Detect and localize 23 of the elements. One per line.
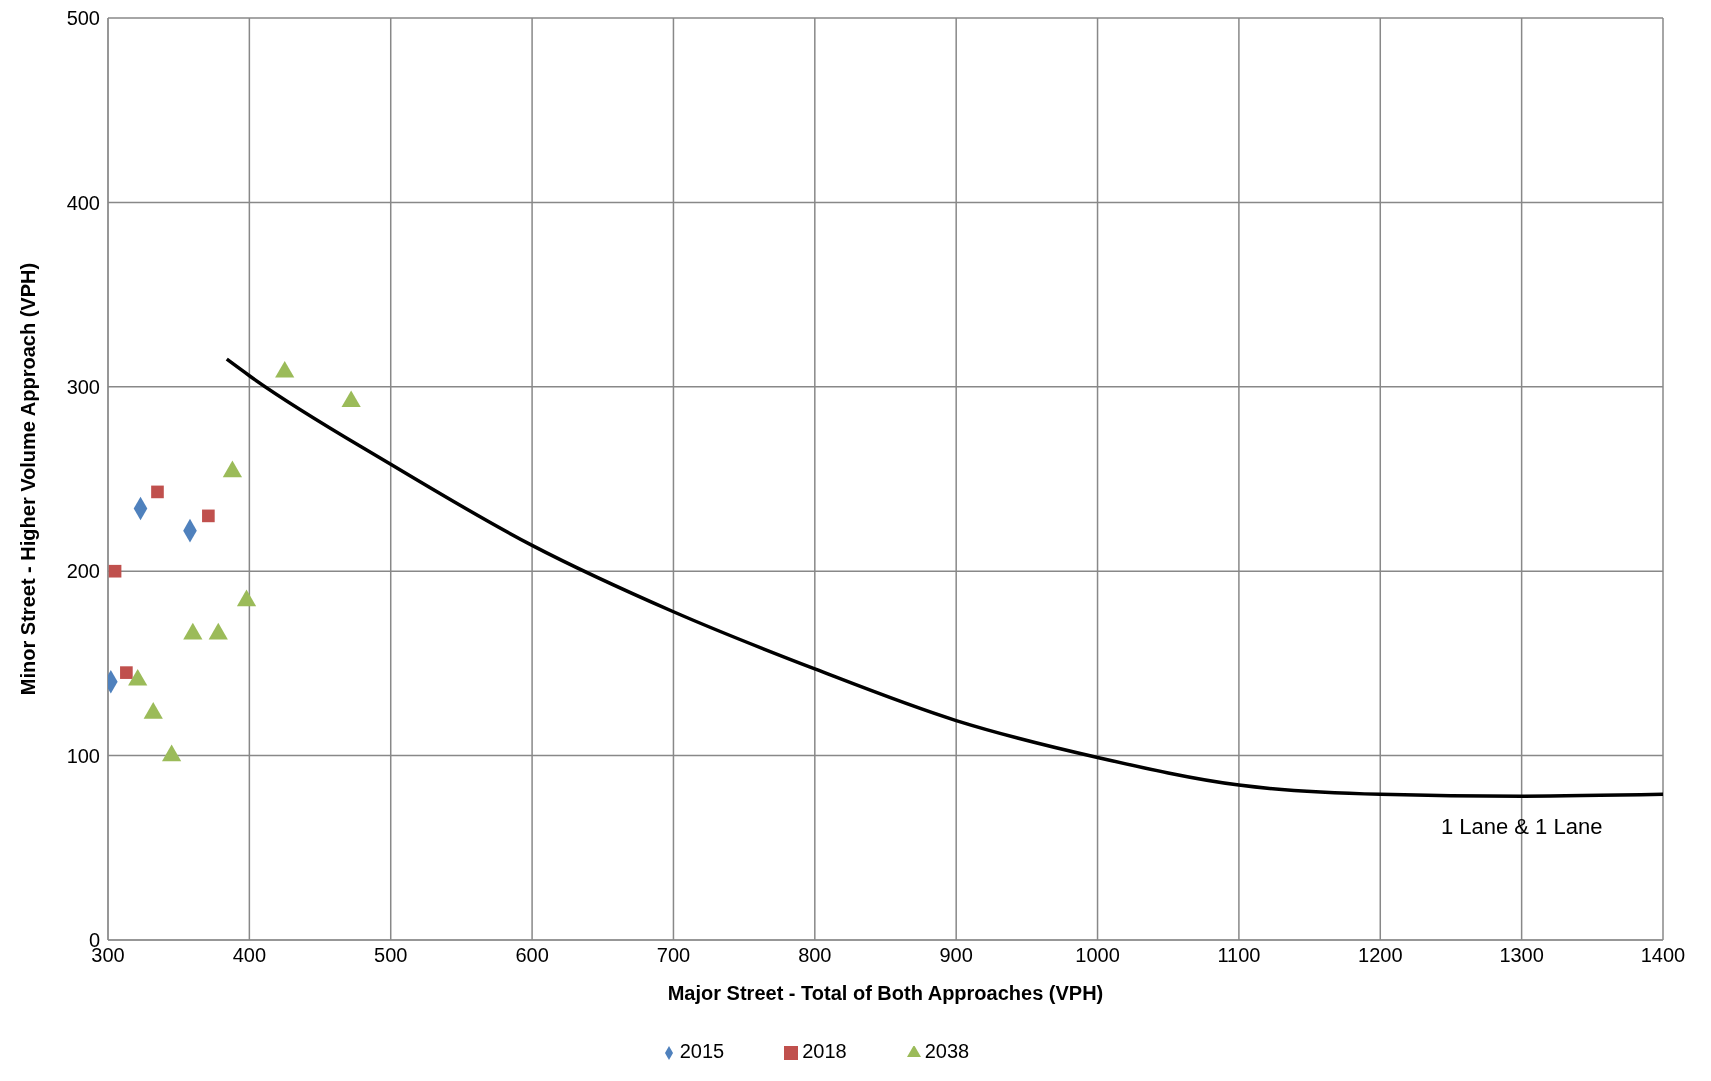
legend-label: 2038 xyxy=(924,1040,970,1062)
legend-label: 2018 xyxy=(802,1040,847,1062)
y-tick-label: 400 xyxy=(66,191,100,214)
x-tick-label: 1400 xyxy=(1640,944,1686,967)
annotation: 1 Lane & 1 Lane xyxy=(1440,813,1603,839)
x-tick-label: 1000 xyxy=(1075,944,1120,967)
y-tick-label: 500 xyxy=(66,7,100,30)
x-axis-title: Major Street - Total of Both Approaches (VPH) xyxy=(667,982,1104,1004)
y-tick-label: 300 xyxy=(66,375,100,398)
x-tick-label: 1300 xyxy=(1499,944,1544,967)
legend-label: 2015 xyxy=(679,1040,725,1062)
y-tick-label: 200 xyxy=(66,560,100,583)
x-tick-label: 1200 xyxy=(1358,944,1403,967)
x-tick-label: 1100 xyxy=(1217,944,1261,967)
x-tick-label: 500 xyxy=(374,944,408,967)
x-tick-label: 400 xyxy=(232,944,267,967)
line-series xyxy=(225,357,1663,798)
x-tick-label: 800 xyxy=(798,944,832,967)
x-tick-label: 900 xyxy=(939,944,973,967)
y-axis-title: Minor Street - Higher Volume Approach (VPH) xyxy=(17,262,40,696)
x-tick-label: 700 xyxy=(656,944,691,967)
y-tick-label: 100 xyxy=(66,744,100,767)
x-tick-label: 600 xyxy=(515,944,549,967)
